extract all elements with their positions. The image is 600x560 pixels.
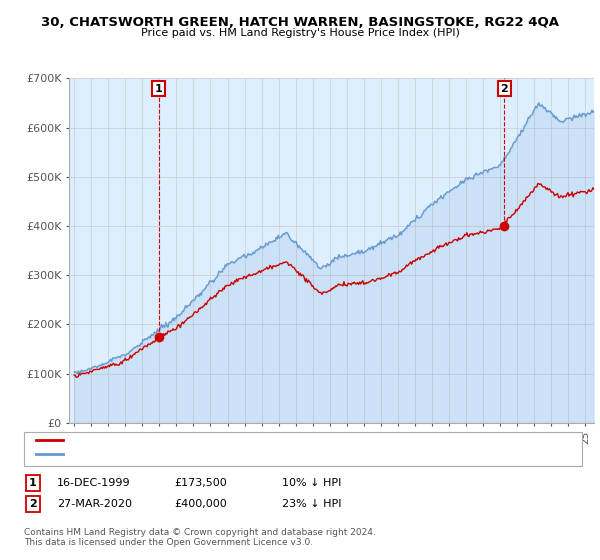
Text: 2: 2: [29, 499, 37, 509]
Text: 10% ↓ HPI: 10% ↓ HPI: [282, 478, 341, 488]
Text: 2: 2: [500, 83, 508, 94]
Text: 30, CHATSWORTH GREEN, HATCH WARREN, BASINGSTOKE, RG22 4QA: 30, CHATSWORTH GREEN, HATCH WARREN, BASI…: [41, 16, 559, 29]
Text: 27-MAR-2020: 27-MAR-2020: [57, 499, 132, 509]
Text: £400,000: £400,000: [174, 499, 227, 509]
Text: Price paid vs. HM Land Registry's House Price Index (HPI): Price paid vs. HM Land Registry's House …: [140, 28, 460, 38]
Text: 23% ↓ HPI: 23% ↓ HPI: [282, 499, 341, 509]
Text: 30, CHATSWORTH GREEN, HATCH WARREN, BASINGSTOKE, RG22 4QA (detached house: 30, CHATSWORTH GREEN, HATCH WARREN, BASI…: [69, 435, 496, 445]
Text: 16-DEC-1999: 16-DEC-1999: [57, 478, 131, 488]
Text: HPI: Average price, detached house, Basingstoke and Deane: HPI: Average price, detached house, Basi…: [69, 449, 365, 459]
Text: £173,500: £173,500: [174, 478, 227, 488]
Text: 1: 1: [29, 478, 37, 488]
Text: 1: 1: [155, 83, 163, 94]
Text: Contains HM Land Registry data © Crown copyright and database right 2024.
This d: Contains HM Land Registry data © Crown c…: [24, 528, 376, 547]
